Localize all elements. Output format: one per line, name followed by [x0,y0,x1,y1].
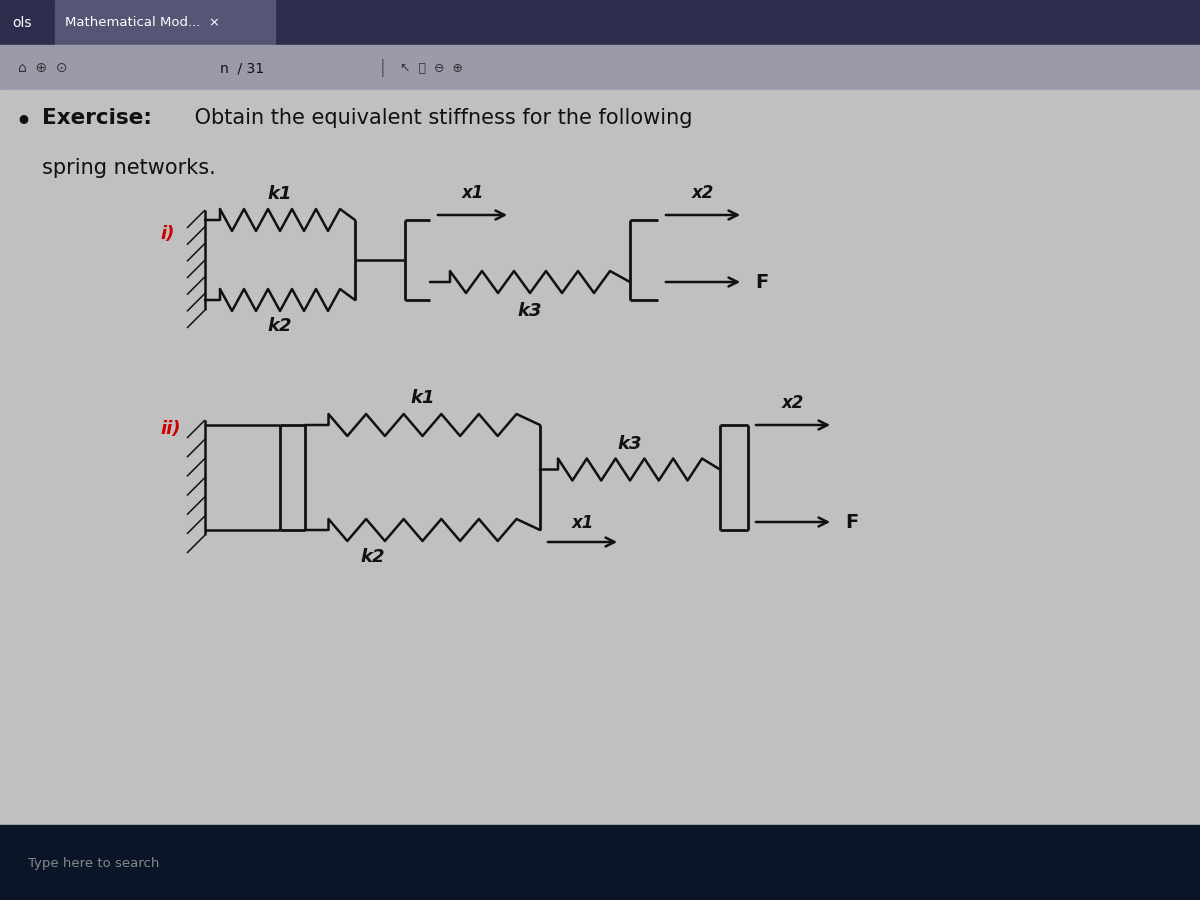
Bar [0,90,1200,825]
Text: Obtain the equivalent stiffness for the following: Obtain the equivalent stiffness for the … [188,108,692,128]
Text: x2: x2 [692,184,714,202]
Text: •: • [14,110,31,134]
Text: k2: k2 [360,548,385,566]
Text: F: F [845,512,858,532]
Text: |: | [380,59,385,77]
Text: i): i) [160,225,174,243]
Text: Exercise:: Exercise: [42,108,152,128]
Text: ⌂  ⊕  ⊙: ⌂ ⊕ ⊙ [18,61,67,75]
Text: spring networks.: spring networks. [42,158,216,178]
Text: ols: ols [12,16,31,30]
Bar [0,825,1200,900]
Text: k3: k3 [517,302,542,320]
Text: Mathematical Mod...  ×: Mathematical Mod... × [65,16,220,30]
Bar [0,45,1200,90]
Text: F: F [755,273,768,292]
Text: k2: k2 [268,317,293,335]
Text: ↖  ✋  ⊖  ⊕: ↖ ✋ ⊖ ⊕ [400,61,463,75]
Bar [0,0,1200,45]
Text: x1: x1 [462,184,484,202]
Text: n  / 31: n / 31 [220,61,264,75]
Text: x2: x2 [782,394,804,412]
Bar [55,0,275,45]
Text: k1: k1 [268,185,293,203]
Text: Type here to search: Type here to search [28,857,160,869]
Text: ii): ii) [160,420,180,438]
Text: k1: k1 [410,389,434,407]
Text: x1: x1 [572,514,594,532]
Text: k3: k3 [618,435,642,453]
